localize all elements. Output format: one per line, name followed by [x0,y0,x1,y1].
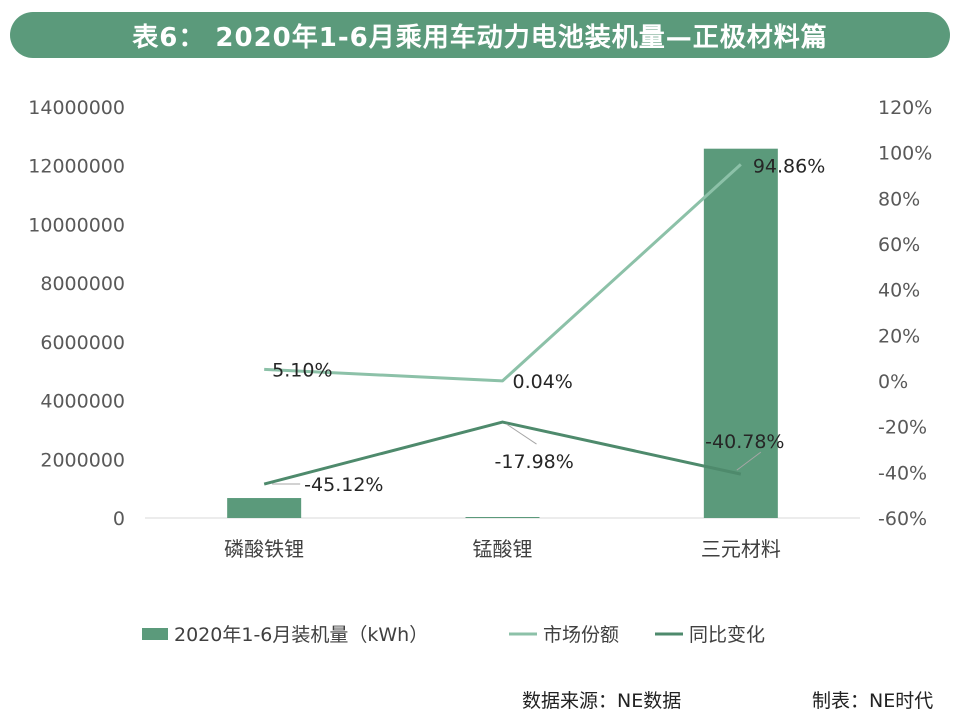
data-label-market-share: 0.04% [513,371,573,393]
y2-axis-tick-label: 0% [878,371,908,393]
y-axis-tick-label: 2000000 [40,449,125,471]
y2-axis-tick-label: 80% [878,188,920,210]
chart-title: 表6： 2020年1-6月乘用车动力电池装机量—正极材料篇 [132,22,828,53]
chart-title-banner: 表6： 2020年1-6月乘用车动力电池装机量—正极材料篇 [10,12,950,58]
y-axis-tick-label: 4000000 [40,391,125,413]
x-axis-category-label: 磷酸铁锂 [224,537,304,561]
series-line-market-share [264,163,742,383]
y-axis-tick-label: 8000000 [40,273,125,295]
combo-chart: 0 2000000 4000000 6000000 8000000 10000000 120… [28,97,932,646]
series-line-yoy-change [263,420,742,486]
x-axis-category-label: 锰酸锂 [473,537,533,561]
y-axis-tick-label: 12000000 [28,156,125,178]
x-axis-category-label: 三元材料 [701,537,781,561]
y-axis-tick-label: 6000000 [40,332,125,354]
chart-maker-note: 制表：NE时代 [812,690,934,712]
legend-label-market-share: 市场份额 [543,624,619,646]
y-axis-tick-label: 0 [113,508,125,530]
bar-installed-capacity [703,148,778,519]
data-label-yoy-change: -45.12% [304,474,383,496]
y-axis-tick-label: 10000000 [28,214,125,236]
data-label-market-share: 94.86% [753,155,825,177]
legend-swatch-installed [142,628,168,640]
legend-label-yoy-change: 同比变化 [689,624,765,646]
bar-installed-capacity [227,498,302,518]
data-label-yoy-change: -17.98% [495,451,574,473]
y2-axis-tick-label: 120% [878,97,932,119]
y-axis-tick-label: 14000000 [28,97,125,119]
data-label-leader [506,423,537,445]
y2-axis-tick-label: 60% [878,234,920,256]
legend-label-installed: 2020年1-6月装机量（kWh） [174,624,428,646]
y2-axis-tick-label: -60% [878,508,927,530]
data-label-yoy-change: -40.78% [705,431,784,453]
y2-axis-tick-label: 20% [878,325,920,347]
y2-axis-tick-label: 40% [878,280,920,302]
y2-axis-tick-label: 100% [878,143,932,165]
y2-axis-tick-label: -40% [878,462,927,484]
y2-axis-tick-label: -20% [878,417,927,439]
data-label-market-share: 5.10% [272,359,332,381]
data-label-leader [736,451,762,471]
bar-installed-capacity [465,517,540,518]
data-source-note: 数据来源：NE数据 [522,690,682,712]
